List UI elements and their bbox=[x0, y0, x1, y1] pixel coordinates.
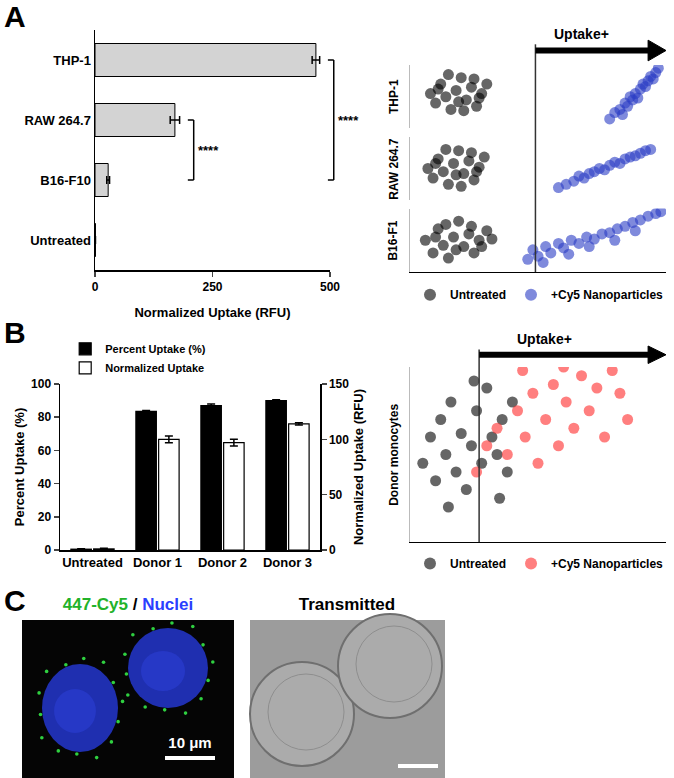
svg-text:100: 100 bbox=[31, 377, 51, 391]
svg-text:THP-1: THP-1 bbox=[53, 53, 91, 68]
svg-text:20: 20 bbox=[38, 510, 52, 524]
svg-text:Donor 3: Donor 3 bbox=[263, 555, 312, 570]
svg-text:Donor 2: Donor 2 bbox=[198, 555, 247, 570]
svg-text:447-Cy5 / Nuclei: 447-Cy5 / Nuclei bbox=[63, 595, 193, 614]
svg-text:60: 60 bbox=[38, 444, 52, 458]
html-text:A: A bbox=[4, 0, 26, 33]
svg-text:Donor 1: Donor 1 bbox=[133, 555, 182, 570]
svg-text:80: 80 bbox=[38, 410, 52, 424]
svg-text:Donor monocytes: Donor monocytes bbox=[387, 403, 401, 505]
svg-text:Percent Uptake (%): Percent Uptake (%) bbox=[105, 343, 206, 355]
svg-text:Untreated: Untreated bbox=[450, 557, 506, 571]
svg-text:0: 0 bbox=[44, 543, 51, 557]
svg-text:0: 0 bbox=[92, 280, 99, 294]
svg-text:50: 50 bbox=[329, 488, 343, 502]
svg-text:100: 100 bbox=[329, 433, 349, 447]
svg-text:Uptake+: Uptake+ bbox=[517, 331, 572, 347]
svg-text:Untreated: Untreated bbox=[62, 555, 123, 570]
svg-text:THP-1: THP-1 bbox=[387, 79, 401, 114]
svg-text:500: 500 bbox=[320, 280, 340, 294]
svg-text:250: 250 bbox=[202, 280, 222, 294]
svg-text:Normalized Uptake (RFU): Normalized Uptake (RFU) bbox=[351, 389, 366, 545]
svg-text:Untreated: Untreated bbox=[30, 233, 91, 248]
html-text:B: B bbox=[4, 316, 26, 349]
svg-text:Percent Uptake (%): Percent Uptake (%) bbox=[12, 408, 27, 526]
svg-text:Normalized Uptake: Normalized Uptake bbox=[105, 362, 204, 374]
svg-text:B16-F1: B16-F1 bbox=[386, 220, 400, 260]
svg-text:RAW 264.7: RAW 264.7 bbox=[387, 138, 401, 200]
svg-text:Transmitted: Transmitted bbox=[299, 595, 395, 614]
svg-text:B16-F10: B16-F10 bbox=[40, 173, 91, 188]
svg-text:Normalized Uptake (RFU): Normalized Uptake (RFU) bbox=[134, 305, 290, 320]
svg-text:RAW 264.7: RAW 264.7 bbox=[24, 113, 90, 128]
svg-text:Uptake+: Uptake+ bbox=[554, 26, 609, 42]
svg-text:10 μm: 10 μm bbox=[168, 734, 211, 751]
html-text:C: C bbox=[4, 584, 26, 617]
svg-text:40: 40 bbox=[38, 477, 52, 491]
svg-text:+Cy5 Nanoparticles: +Cy5 Nanoparticles bbox=[551, 557, 663, 571]
svg-text:0: 0 bbox=[329, 543, 336, 557]
svg-text:+Cy5 Nanoparticles: +Cy5 Nanoparticles bbox=[551, 288, 663, 302]
svg-text:****: **** bbox=[198, 143, 219, 158]
svg-text:Untreated: Untreated bbox=[450, 288, 506, 302]
svg-text:150: 150 bbox=[329, 377, 349, 391]
svg-text:****: **** bbox=[338, 113, 359, 128]
